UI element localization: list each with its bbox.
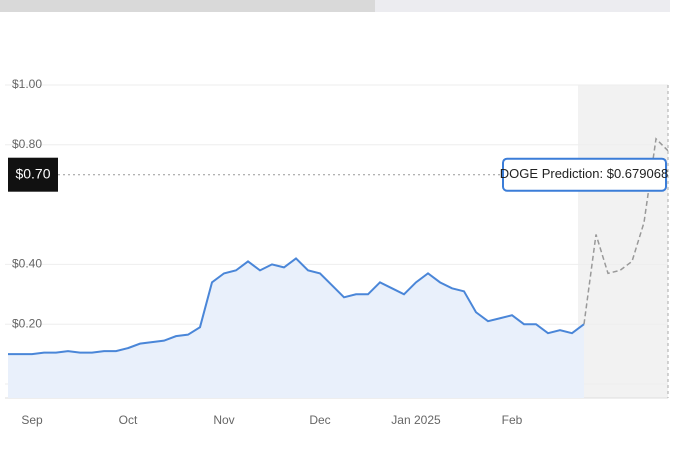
- line: [583, 137, 669, 325]
- y-tick-label: $1.00: [12, 77, 42, 91]
- x-tick-label: Feb: [502, 413, 523, 427]
- tooltip: DOGE Prediction: $0.679068: [500, 166, 668, 181]
- line: [8, 257, 585, 356]
- crosshair-label: $0.70: [15, 165, 50, 181]
- y-tick-label: $0.20: [12, 316, 42, 330]
- top-bar: [0, 0, 375, 12]
- crosshair-label-bg: [8, 157, 58, 192]
- x-tick-label: Jan 2025: [391, 413, 441, 427]
- x-tick-label: Nov: [213, 413, 234, 427]
- y-tick-label: $0.80: [12, 137, 42, 151]
- top-bar: [375, 0, 670, 12]
- area: [8, 258, 584, 398]
- y-tick-label: $0.40: [12, 257, 42, 271]
- x-tick-label: Sep: [21, 413, 43, 427]
- x-tick-label: Oct: [119, 413, 138, 427]
- prediction-region: [578, 85, 668, 398]
- tooltip-bg: [502, 157, 667, 192]
- x-tick-label: Dec: [309, 413, 330, 427]
